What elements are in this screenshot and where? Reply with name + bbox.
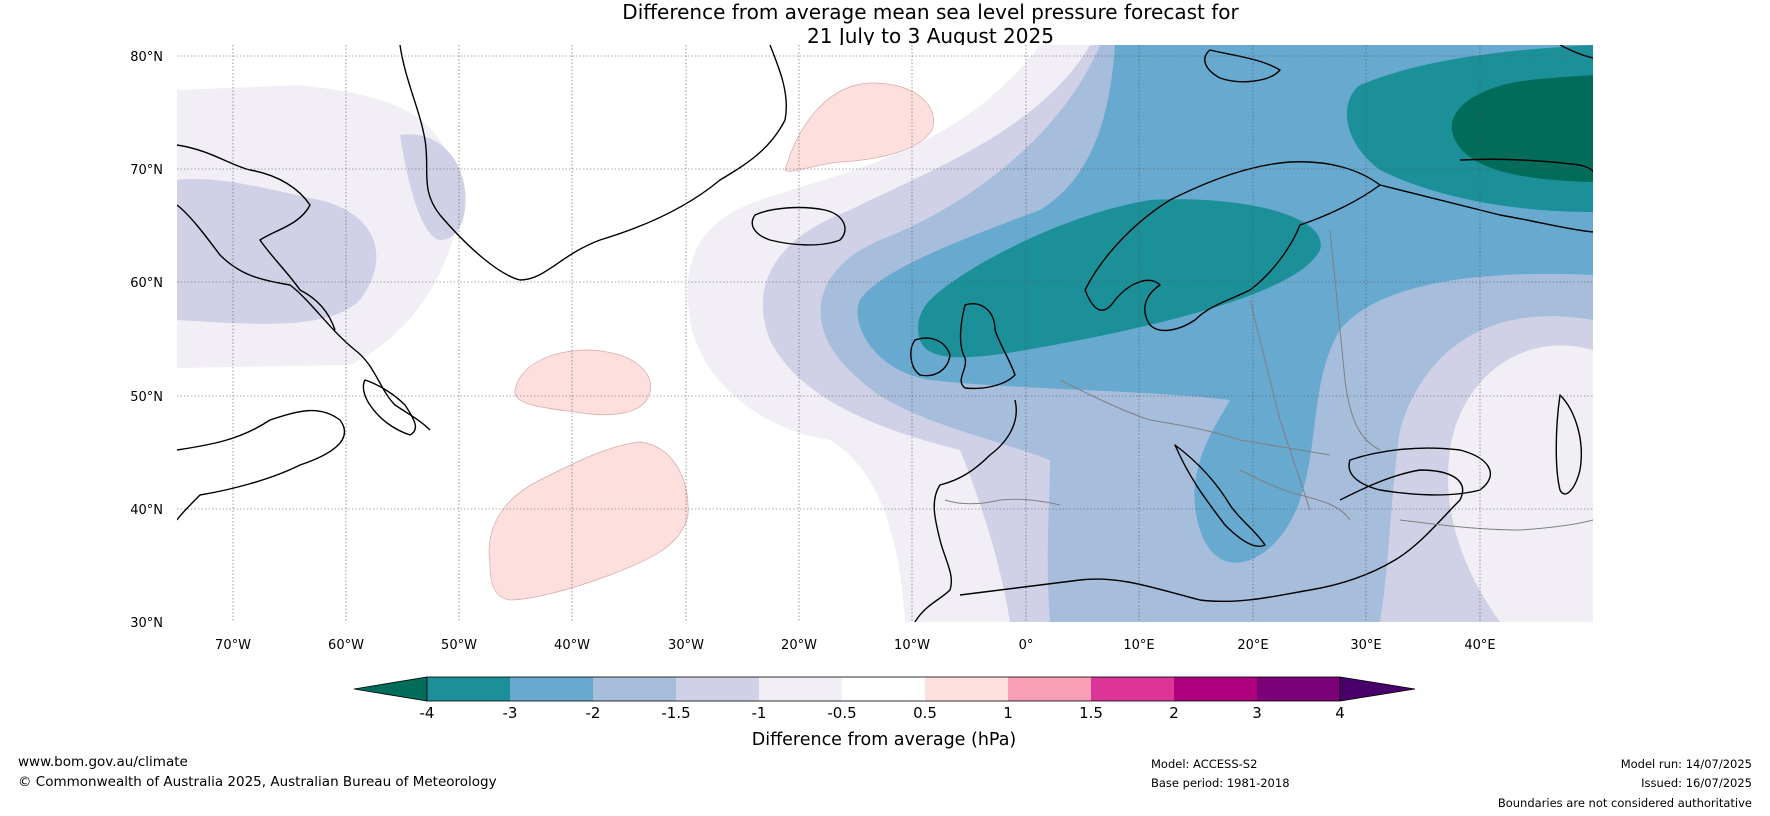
- lon-tick-label: 30°E: [1350, 638, 1381, 653]
- title-line-1: Difference from average mean sea level p…: [622, 0, 1239, 24]
- colorbar-segment: [427, 677, 510, 701]
- anomaly-positive-mid: [514, 349, 651, 416]
- coastline-europe-west: [914, 399, 1017, 622]
- colorbar-segment: [1257, 677, 1340, 701]
- coastline-greenland: [399, 45, 787, 281]
- colorbar-low-extension: [353, 676, 428, 702]
- colorbar: -4 -3 -2 -1.5 -1 -0.5 0.5 1 1.5 2 3 4 Di…: [353, 676, 1416, 750]
- anomaly-band-minus-3-scandinavia: [918, 199, 1321, 358]
- coastline-baffin: [177, 144, 336, 331]
- anomaly-band-minus-4-core: [1451, 75, 1593, 182]
- colorbar-tick-label: 1.5: [1079, 704, 1103, 722]
- colorbar-segment: [1008, 677, 1091, 701]
- coastline-svalbard: [1204, 49, 1281, 83]
- footer-copyright: © Commonwealth of Australia 2025, Austra…: [18, 774, 497, 790]
- map-panel: [177, 45, 1593, 622]
- colorbar-label: Difference from average (hPa): [752, 730, 1017, 750]
- border-central-europe: [1059, 379, 1331, 456]
- colorbar-tick-label: -4: [420, 704, 435, 722]
- colorbar-tick-label: -0.5: [827, 704, 856, 722]
- lon-tick-label: 70°W: [215, 638, 251, 653]
- footer-model: Model: ACCESS-S2: [1151, 757, 1258, 771]
- colorbar-tick-label: -2: [586, 704, 601, 722]
- colorbar-segment: [842, 677, 925, 701]
- lon-tick-label: 10°E: [1123, 638, 1154, 653]
- coastline-north-russia: [1459, 158, 1593, 173]
- lon-tick-label: 40°E: [1464, 638, 1495, 653]
- coastline-newfoundland: [362, 379, 417, 436]
- graticule: [177, 45, 1593, 622]
- coastline-iceland: [751, 206, 846, 246]
- colorbar-segment: [510, 677, 593, 701]
- lon-tick-label: 20°W: [781, 638, 817, 653]
- footer-issued: Issued: 16/07/2025: [1641, 776, 1752, 790]
- colorbar-tick-label: -3: [503, 704, 518, 722]
- colorbar-tick-label: -1.5: [661, 704, 690, 722]
- coastline-ireland: [910, 337, 951, 377]
- coastline-north-america-east: [177, 409, 346, 521]
- title-line-2: 21 July to 3 August 2025: [807, 24, 1054, 48]
- colorbar-tick-label: -1: [752, 704, 767, 722]
- colorbar-high-extension: [1339, 676, 1416, 702]
- lat-tick-label: 50°N: [130, 390, 163, 405]
- pressure-anomaly-fields: [177, 45, 1593, 622]
- longitude-labels: 70°W 60°W 50°W 40°W 30°W 20°W 10°W 0° 10…: [215, 638, 1496, 653]
- border-eastern-europe: [1249, 299, 1311, 511]
- coastline-labrador: [177, 204, 431, 431]
- footer-disclaimer: Boundaries are not considered authoritat…: [1497, 796, 1752, 810]
- lon-tick-label: 0°: [1019, 638, 1034, 653]
- lat-tick-label: 30°N: [130, 616, 163, 631]
- border-turkey: [1399, 519, 1593, 531]
- lon-tick-label: 30°W: [668, 638, 704, 653]
- colorbar-tick-label: 1: [1003, 704, 1013, 722]
- lon-tick-label: 40°W: [554, 638, 590, 653]
- latitude-labels: 80°N 70°N 60°N 50°N 40°N 30°N: [130, 50, 163, 631]
- colorbar-segment: [676, 677, 759, 701]
- footer-model-run: Model run: 14/07/2025: [1620, 757, 1752, 771]
- lon-tick-label: 60°W: [328, 638, 364, 653]
- colorbar-segment: [759, 677, 842, 701]
- country-borders: [944, 229, 1593, 531]
- colorbar-tick-label: 2: [1169, 704, 1179, 722]
- lat-tick-label: 60°N: [130, 276, 163, 291]
- coastline-caspian: [1555, 394, 1582, 495]
- colorbar-tick-label: 4: [1335, 704, 1345, 722]
- border-russia-west: [1329, 229, 1381, 451]
- lat-tick-label: 80°N: [130, 50, 163, 65]
- coastline-great-britain: [959, 303, 1016, 390]
- lon-tick-label: 20°E: [1237, 638, 1268, 653]
- footer-website: www.bom.gov.au/climate: [18, 754, 188, 770]
- colorbar-segment: [1174, 677, 1257, 701]
- lat-tick-label: 40°N: [130, 503, 163, 518]
- coastline-novaya-zemlya: [1559, 45, 1593, 59]
- lon-tick-label: 10°W: [894, 638, 930, 653]
- coastlines: [177, 45, 1593, 622]
- coastline-italy: [1174, 444, 1266, 547]
- colorbar-tick-labels: -4 -3 -2 -1.5 -1 -0.5 0.5 1 1.5 2 3 4: [420, 704, 1345, 722]
- colorbar-outline: [426, 676, 1341, 702]
- anomaly-positive-north: [784, 82, 934, 172]
- anomaly-band-minus-1-west: [177, 179, 377, 324]
- colorbar-tick-label: 3: [1252, 704, 1262, 722]
- border-balkans: [1239, 469, 1351, 521]
- map-title: Difference from average mean sea level p…: [0, 0, 1770, 48]
- lat-tick-label: 70°N: [130, 163, 163, 178]
- colorbar-tick-label: 0.5: [913, 704, 937, 722]
- anomaly-positive-south: [488, 441, 689, 601]
- anomaly-band-minus-1-greenland: [400, 134, 466, 240]
- footer-base-period: Base period: 1981-2018: [1151, 776, 1290, 790]
- colorbar-segment: [1091, 677, 1174, 701]
- lon-tick-label: 50°W: [441, 638, 477, 653]
- colorbar-segment: [925, 677, 1008, 701]
- border-iberia: [944, 498, 1061, 506]
- coastline-northern-europe: [1379, 184, 1593, 233]
- coastline-mediterranean: [959, 469, 1464, 603]
- coastline-scandinavia: [1084, 161, 1381, 332]
- colorbar-segment: [593, 677, 676, 701]
